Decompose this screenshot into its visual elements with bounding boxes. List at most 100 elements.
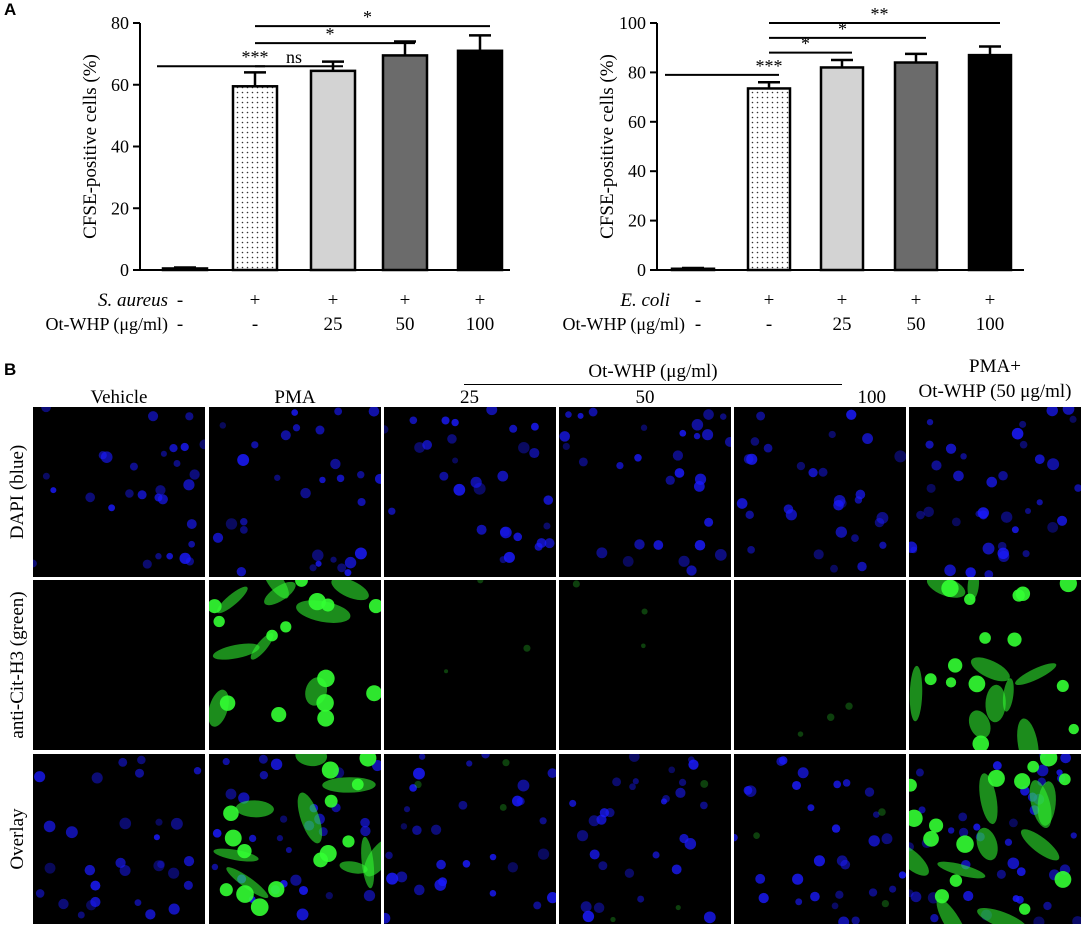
nucleus-dot — [577, 412, 584, 419]
nucleus-dot — [1072, 916, 1081, 924]
nucleus-dot — [947, 827, 955, 834]
nucleus-dot — [1036, 499, 1043, 506]
net-strand — [361, 836, 375, 889]
bar — [309, 69, 357, 272]
nucleus-dot — [290, 874, 302, 886]
nucleus-dot — [385, 851, 393, 860]
nucleus-dot — [589, 849, 600, 860]
nucleus-dot — [1074, 484, 1081, 492]
nucleus-dot — [984, 570, 994, 577]
row2-label: Ot-WHP (μg/ml) — [46, 314, 168, 335]
faint-green-spot — [444, 669, 449, 674]
nucleus-dot — [412, 825, 422, 835]
nucleus-dot — [142, 559, 152, 569]
nucleus-dot — [1007, 857, 1020, 870]
nucleus-dot — [559, 431, 570, 442]
nucleus-dot — [451, 418, 459, 427]
green-cell — [317, 669, 335, 688]
nucleus-dot — [360, 817, 370, 828]
nucleus-dot — [238, 792, 250, 804]
nucleus-dot — [357, 497, 366, 507]
nucleus-dot — [183, 855, 195, 867]
micrograph-tile — [909, 580, 1081, 750]
nucleus-dot — [640, 424, 648, 431]
nucleus-dot — [679, 833, 689, 844]
nucleus-dot — [958, 827, 969, 838]
nucleus-dot — [624, 868, 635, 878]
bar — [456, 49, 504, 272]
nucleus-dot — [434, 879, 447, 891]
nucleus-dot — [818, 467, 828, 477]
green-cell — [268, 881, 285, 898]
nucleus-dot — [513, 532, 523, 542]
nucleus-dot — [299, 885, 308, 895]
nucleus-dot — [846, 409, 857, 420]
nucleus-dot — [828, 430, 836, 439]
nucleus-dot — [384, 425, 389, 434]
nucleus-dot — [565, 411, 572, 418]
nucleus-dot — [185, 412, 194, 421]
nucleus-dot — [188, 540, 196, 548]
row1-label: E. coli — [619, 290, 670, 311]
nucleus-dot — [982, 542, 995, 555]
nucleus-dot — [830, 564, 838, 573]
nucleus-dot — [544, 538, 555, 549]
net-strand — [212, 643, 260, 660]
column-label-line2: Ot-WHP (50 μg/ml) — [918, 381, 1072, 402]
nucleus-dot — [797, 767, 809, 779]
nucleus-dot — [926, 418, 934, 426]
nucleus-dot — [838, 499, 847, 508]
faint-green-spot — [881, 899, 890, 908]
nucleus-dot — [747, 546, 755, 554]
nucleus-dot — [986, 476, 998, 488]
nucleus-dot — [960, 453, 967, 460]
nucleus-dot — [792, 780, 802, 790]
nucleus-dot — [315, 560, 322, 567]
nucleus-dot — [439, 471, 449, 481]
nucleus-dot — [547, 768, 556, 778]
nucleus-dot — [193, 767, 202, 775]
net-strand — [970, 657, 1010, 682]
significance-label: * — [326, 24, 335, 44]
net-strand — [331, 580, 369, 601]
green-cell — [324, 794, 338, 808]
net-strand — [937, 861, 986, 879]
green-cell — [949, 874, 963, 887]
green-cell — [359, 754, 377, 767]
y-tick-label: 80 — [628, 62, 646, 82]
nucleus-dot — [481, 754, 490, 759]
nucleus-dot — [240, 518, 248, 526]
y-tick-label: 100 — [619, 13, 646, 33]
nucleus-dot — [1057, 515, 1068, 526]
nucleus-dot — [694, 539, 706, 551]
nucleus-dot — [517, 779, 530, 792]
significance-label: *** — [242, 47, 269, 67]
nucleus-dot — [1019, 420, 1027, 428]
significance-label: *** — [756, 56, 783, 76]
nucleus-dot — [1016, 867, 1026, 876]
nucleus-dot — [145, 909, 156, 920]
nucleus-dot — [743, 786, 753, 795]
panel-a-letter: A — [4, 0, 17, 19]
nucleus-dot — [458, 800, 468, 810]
y-tick-label: 40 — [111, 137, 129, 157]
nucleus-dot — [792, 873, 804, 885]
nucleus-dot — [334, 407, 343, 416]
nucleus-dot — [357, 471, 365, 479]
nucleus-dot — [909, 541, 918, 553]
nucleus-dot — [430, 824, 442, 835]
nucleus-dot — [179, 552, 191, 565]
nucleus-dot — [180, 442, 189, 452]
net-strand — [226, 867, 269, 899]
green-cell — [280, 621, 292, 633]
nucleus-dot — [1019, 440, 1028, 449]
nucleus-dot — [1062, 407, 1075, 415]
nucleus-dot — [170, 817, 183, 830]
nucleus-dot — [1069, 415, 1077, 423]
row2-value: 25 — [324, 314, 343, 335]
nucleus-dot — [312, 549, 324, 562]
row1-value: + — [911, 290, 922, 311]
nucleus-dot — [539, 817, 547, 825]
nucleus-dot — [864, 787, 875, 797]
